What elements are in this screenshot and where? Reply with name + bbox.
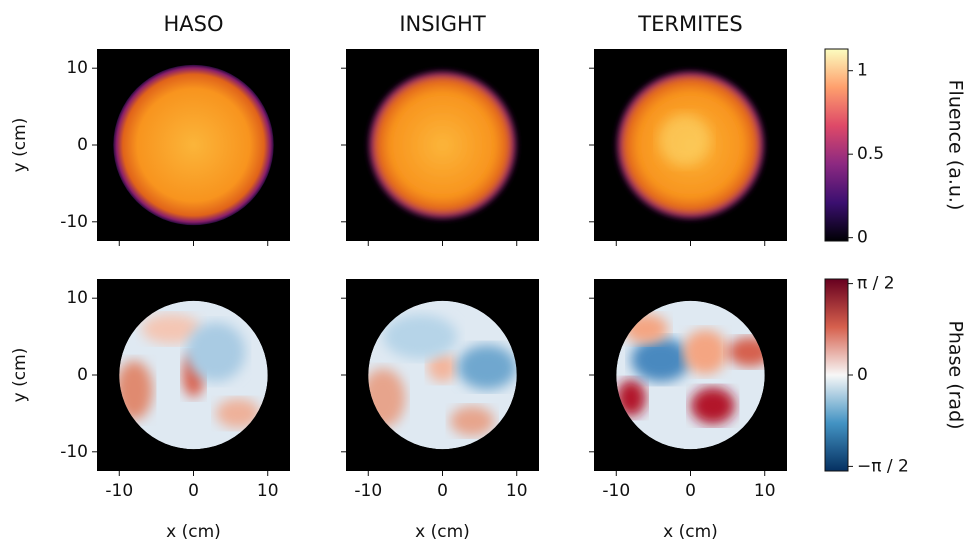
phase-blob — [457, 345, 517, 390]
y-tick-label: 0 — [77, 365, 88, 385]
phase-blob — [427, 352, 458, 383]
colorbar — [824, 48, 849, 242]
x-tick-label: 10 — [506, 481, 528, 501]
phase-blob — [616, 379, 646, 417]
x-tick-label: 10 — [257, 481, 279, 501]
phase-blob — [383, 314, 458, 359]
x-axis-label: x (cm) — [166, 522, 221, 542]
y-tick-label: 10 — [66, 58, 88, 78]
phase-blob — [141, 314, 201, 344]
fluence-hotspot — [658, 114, 711, 166]
column-title: HASO — [163, 12, 223, 36]
colorbar-label: Phase (rad) — [945, 320, 967, 429]
phase-blob — [449, 406, 495, 436]
colorbar-tick-label: 0 — [857, 228, 868, 248]
colorbar-tick-label: −π / 2 — [857, 456, 909, 476]
x-axis-label: x (cm) — [415, 522, 470, 542]
y-axis-label: y (cm) — [10, 118, 30, 173]
phase-blob — [631, 337, 691, 382]
x-tick-label: 0 — [437, 481, 448, 501]
y-tick-label: -10 — [60, 442, 88, 462]
column-title: TERMITES — [637, 12, 742, 36]
column-title: INSIGHT — [399, 12, 485, 36]
x-tick-label: -10 — [602, 481, 630, 501]
phase-blob — [690, 387, 735, 425]
x-tick-label: 0 — [188, 481, 199, 501]
phase-blob — [186, 322, 246, 382]
x-tick-label: -10 — [105, 481, 133, 501]
x-axis-label: x (cm) — [663, 522, 718, 542]
colorbar-tick-label: 1 — [857, 61, 868, 81]
phase-blob — [683, 329, 728, 375]
x-tick-label: -10 — [354, 481, 382, 501]
fluence-beam — [113, 64, 274, 226]
colorbar-label: Fluence (a.u.) — [945, 80, 967, 211]
x-tick-label: 0 — [685, 481, 696, 501]
y-tick-label: 10 — [66, 288, 88, 308]
phase-map — [119, 300, 268, 450]
phase-map — [616, 300, 765, 450]
phase-blob — [215, 398, 261, 429]
colorbar — [824, 278, 849, 472]
y-tick-label: 0 — [77, 135, 88, 155]
colorbar-tick-label: 0.5 — [857, 144, 884, 164]
colorbar-tick-label: 0 — [857, 365, 868, 385]
y-axis-label: y (cm) — [10, 348, 30, 403]
phase-map — [368, 300, 517, 450]
y-tick-label: -10 — [60, 212, 88, 232]
colorbar-tick-label: π / 2 — [857, 274, 895, 294]
x-tick-label: 10 — [754, 481, 776, 501]
fluence-beam — [368, 70, 517, 220]
